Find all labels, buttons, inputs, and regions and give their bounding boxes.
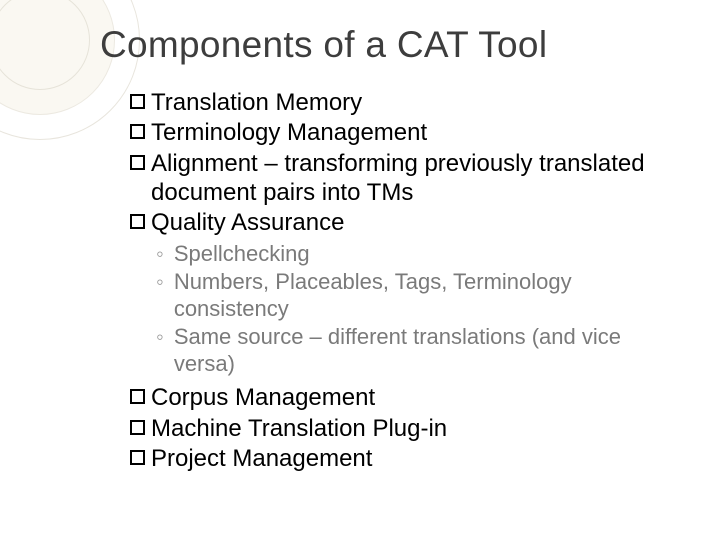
slide-content: Components of a CAT Tool Translation Mem… xyxy=(0,0,720,473)
sub-bullet-item: ◦ Same source – different translations (… xyxy=(156,324,660,378)
sub-bullet-item: ◦ Spellchecking xyxy=(156,241,660,268)
bullet-item: Quality Assurance xyxy=(130,208,660,237)
bullet-text: Machine Translation Plug-in xyxy=(151,414,660,443)
bullet-text: Corpus Management xyxy=(151,383,660,412)
square-bullet-icon xyxy=(130,124,145,139)
sub-bullet-text: Same source – different translations (an… xyxy=(174,324,660,378)
circle-bullet-icon: ◦ xyxy=(156,269,164,296)
bullet-item: Project Management xyxy=(130,444,660,473)
sub-bullet-text: Spellchecking xyxy=(174,241,660,268)
bullet-text: Translation Memory xyxy=(151,88,660,117)
bullet-list: Translation Memory Terminology Managemen… xyxy=(100,88,660,473)
square-bullet-icon xyxy=(130,450,145,465)
bullet-item: Corpus Management xyxy=(130,383,660,412)
bullet-item: Translation Memory xyxy=(130,88,660,117)
circle-bullet-icon: ◦ xyxy=(156,324,164,351)
slide-title: Components of a CAT Tool xyxy=(100,24,660,66)
square-bullet-icon xyxy=(130,94,145,109)
circle-bullet-icon: ◦ xyxy=(156,241,164,268)
square-bullet-icon xyxy=(130,155,145,170)
square-bullet-icon xyxy=(130,420,145,435)
bullet-item: Terminology Management xyxy=(130,118,660,147)
sub-bullet-text: Numbers, Placeables, Tags, Terminology c… xyxy=(174,269,660,323)
bullet-item: Alignment – transforming previously tran… xyxy=(130,149,660,208)
bullet-text: Terminology Management xyxy=(151,118,660,147)
bullet-text: Alignment – transforming previously tran… xyxy=(151,149,660,208)
square-bullet-icon xyxy=(130,389,145,404)
square-bullet-icon xyxy=(130,214,145,229)
bullet-text: Project Management xyxy=(151,444,660,473)
bullet-text: Quality Assurance xyxy=(151,208,660,237)
sub-bullet-item: ◦ Numbers, Placeables, Tags, Terminology… xyxy=(156,269,660,323)
bullet-item: Machine Translation Plug-in xyxy=(130,414,660,443)
sub-bullet-list: ◦ Spellchecking ◦ Numbers, Placeables, T… xyxy=(130,241,660,377)
